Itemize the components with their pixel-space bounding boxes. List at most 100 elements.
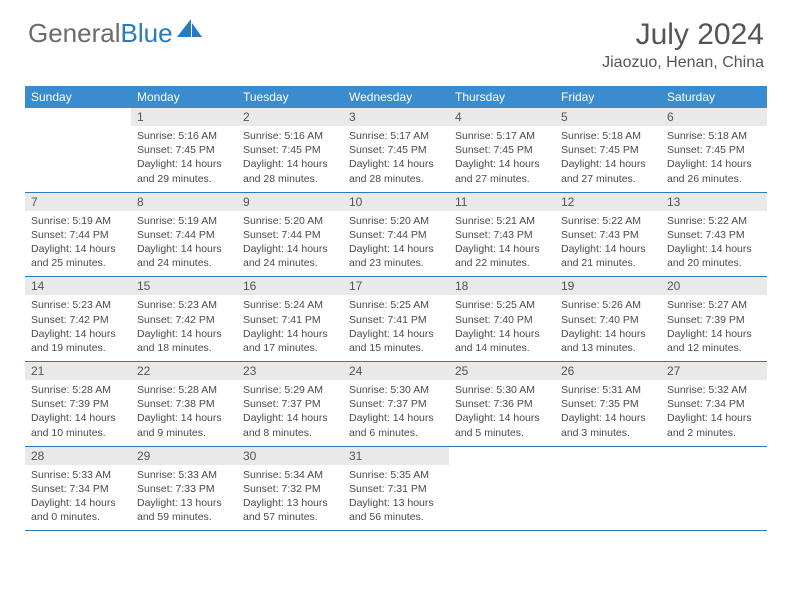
- sunset-text: Sunset: 7:39 PM: [31, 397, 125, 411]
- day-number: 18: [449, 277, 555, 295]
- sunset-text: Sunset: 7:43 PM: [561, 228, 655, 242]
- day-cell: 10Sunrise: 5:20 AMSunset: 7:44 PMDayligh…: [343, 192, 449, 277]
- day-number: 29: [131, 447, 237, 465]
- sunset-text: Sunset: 7:40 PM: [455, 313, 549, 327]
- day-details: Sunrise: 5:35 AMSunset: 7:31 PMDaylight:…: [343, 465, 449, 531]
- day-number: 19: [555, 277, 661, 295]
- sunrise-text: Sunrise: 5:31 AM: [561, 383, 655, 397]
- day-details: Sunrise: 5:30 AMSunset: 7:37 PMDaylight:…: [343, 380, 449, 446]
- sunrise-text: Sunrise: 5:32 AM: [667, 383, 761, 397]
- sunset-text: Sunset: 7:36 PM: [455, 397, 549, 411]
- day-cell: [449, 446, 555, 531]
- sunrise-text: Sunrise: 5:26 AM: [561, 298, 655, 312]
- day-header: Saturday: [661, 86, 767, 108]
- day-cell: [25, 108, 131, 192]
- day-details: Sunrise: 5:31 AMSunset: 7:35 PMDaylight:…: [555, 380, 661, 446]
- day-cell: 23Sunrise: 5:29 AMSunset: 7:37 PMDayligh…: [237, 362, 343, 447]
- day-details: Sunrise: 5:29 AMSunset: 7:37 PMDaylight:…: [237, 380, 343, 446]
- daylight-text: Daylight: 14 hours and 24 minutes.: [243, 242, 337, 270]
- sunrise-text: Sunrise: 5:19 AM: [137, 214, 231, 228]
- sunset-text: Sunset: 7:34 PM: [667, 397, 761, 411]
- daylight-text: Daylight: 14 hours and 26 minutes.: [667, 157, 761, 185]
- day-details: [661, 465, 767, 527]
- sunrise-text: Sunrise: 5:33 AM: [137, 468, 231, 482]
- title-block: July 2024 Jiaozuo, Henan, China: [602, 18, 764, 72]
- day-number: 10: [343, 193, 449, 211]
- day-cell: 5Sunrise: 5:18 AMSunset: 7:45 PMDaylight…: [555, 108, 661, 192]
- daylight-text: Daylight: 14 hours and 22 minutes.: [455, 242, 549, 270]
- day-header: Friday: [555, 86, 661, 108]
- day-cell: 30Sunrise: 5:34 AMSunset: 7:32 PMDayligh…: [237, 446, 343, 531]
- sunset-text: Sunset: 7:45 PM: [455, 143, 549, 157]
- sunset-text: Sunset: 7:39 PM: [667, 313, 761, 327]
- sunrise-text: Sunrise: 5:16 AM: [137, 129, 231, 143]
- sunrise-text: Sunrise: 5:22 AM: [667, 214, 761, 228]
- day-details: Sunrise: 5:32 AMSunset: 7:34 PMDaylight:…: [661, 380, 767, 446]
- sunrise-text: Sunrise: 5:19 AM: [31, 214, 125, 228]
- day-details: Sunrise: 5:18 AMSunset: 7:45 PMDaylight:…: [661, 126, 767, 192]
- day-details: Sunrise: 5:25 AMSunset: 7:41 PMDaylight:…: [343, 295, 449, 361]
- day-cell: 25 Sunrise: 5:30 AMSunset: 7:36 PMDayligh…: [449, 362, 555, 447]
- day-details: Sunrise: 5:33 AMSunset: 7:34 PMDaylight:…: [25, 465, 131, 531]
- day-cell: 13Sunrise: 5:22 AMSunset: 7:43 PMDayligh…: [661, 192, 767, 277]
- day-number: 6: [661, 108, 767, 126]
- logo-text-2: Blue: [121, 18, 173, 49]
- sunrise-text: Sunrise: 5:23 AM: [31, 298, 125, 312]
- daylight-text: Daylight: 14 hours and 9 minutes.: [137, 411, 231, 439]
- day-header: Monday: [131, 86, 237, 108]
- daylight-text: Daylight: 14 hours and 29 minutes.: [137, 157, 231, 185]
- day-cell: 20Sunrise: 5:27 AMSunset: 7:39 PMDayligh…: [661, 277, 767, 362]
- sunrise-text: Sunrise: 5:21 AM: [455, 214, 549, 228]
- daylight-text: Daylight: 13 hours and 59 minutes.: [137, 496, 231, 524]
- day-details: [449, 465, 555, 527]
- day-cell: 3Sunrise: 5:17 AMSunset: 7:45 PMDaylight…: [343, 108, 449, 192]
- sunset-text: Sunset: 7:37 PM: [243, 397, 337, 411]
- sunset-text: Sunset: 7:35 PM: [561, 397, 655, 411]
- sunset-text: Sunset: 7:37 PM: [349, 397, 443, 411]
- sunset-text: Sunset: 7:43 PM: [455, 228, 549, 242]
- day-cell: 1Sunrise: 5:16 AMSunset: 7:45 PMDaylight…: [131, 108, 237, 192]
- sunrise-text: Sunrise: 5:18 AM: [667, 129, 761, 143]
- day-cell: 27Sunrise: 5:32 AMSunset: 7:34 PMDayligh…: [661, 362, 767, 447]
- sunrise-text: Sunrise: 5:20 AM: [243, 214, 337, 228]
- daylight-text: Daylight: 14 hours and 2 minutes.: [667, 411, 761, 439]
- day-cell: 24Sunrise: 5:30 AMSunset: 7:37 PMDayligh…: [343, 362, 449, 447]
- day-number: 27: [661, 362, 767, 380]
- day-number: 13: [661, 193, 767, 211]
- day-details: Sunrise: 5:22 AMSunset: 7:43 PMDaylight:…: [661, 211, 767, 277]
- daylight-text: Daylight: 14 hours and 5 minutes.: [455, 411, 549, 439]
- logo-text-1: General: [28, 18, 121, 49]
- day-details: Sunrise: 5:23 AMSunset: 7:42 PMDaylight:…: [25, 295, 131, 361]
- day-number: 17: [343, 277, 449, 295]
- day-details: Sunrise: 5:19 AMSunset: 7:44 PMDaylight:…: [131, 211, 237, 277]
- day-header: Sunday: [25, 86, 131, 108]
- sunrise-text: Sunrise: 5:33 AM: [31, 468, 125, 482]
- sunset-text: Sunset: 7:45 PM: [561, 143, 655, 157]
- sunset-text: Sunset: 7:44 PM: [137, 228, 231, 242]
- day-number: 25: [449, 362, 555, 380]
- day-details: Sunrise: 5:28 AMSunset: 7:38 PMDaylight:…: [131, 380, 237, 446]
- day-cell: 2Sunrise: 5:16 AMSunset: 7:45 PMDaylight…: [237, 108, 343, 192]
- sunset-text: Sunset: 7:44 PM: [243, 228, 337, 242]
- daylight-text: Daylight: 14 hours and 3 minutes.: [561, 411, 655, 439]
- week-row: 7Sunrise: 5:19 AMSunset: 7:44 PMDaylight…: [25, 192, 767, 277]
- sunset-text: Sunset: 7:41 PM: [349, 313, 443, 327]
- daylight-text: Daylight: 14 hours and 10 minutes.: [31, 411, 125, 439]
- day-cell: 14Sunrise: 5:23 AMSunset: 7:42 PMDayligh…: [25, 277, 131, 362]
- day-cell: 6Sunrise: 5:18 AMSunset: 7:45 PMDaylight…: [661, 108, 767, 192]
- sunrise-text: Sunrise: 5:17 AM: [455, 129, 549, 143]
- sunrise-text: Sunrise: 5:25 AM: [455, 298, 549, 312]
- day-number: [25, 108, 131, 126]
- sunrise-text: Sunrise: 5:30 AM: [455, 383, 549, 397]
- month-title: July 2024: [602, 18, 764, 52]
- day-number: [555, 447, 661, 465]
- day-details: Sunrise: 5:19 AMSunset: 7:44 PMDaylight:…: [25, 211, 131, 277]
- day-number: 9: [237, 193, 343, 211]
- day-cell: 15Sunrise: 5:23 AMSunset: 7:42 PMDayligh…: [131, 277, 237, 362]
- daylight-text: Daylight: 14 hours and 23 minutes.: [349, 242, 443, 270]
- daylight-text: Daylight: 14 hours and 27 minutes.: [455, 157, 549, 185]
- day-number: 1: [131, 108, 237, 126]
- day-number: 3: [343, 108, 449, 126]
- daylight-text: Daylight: 14 hours and 14 minutes.: [455, 327, 549, 355]
- day-number: 23: [237, 362, 343, 380]
